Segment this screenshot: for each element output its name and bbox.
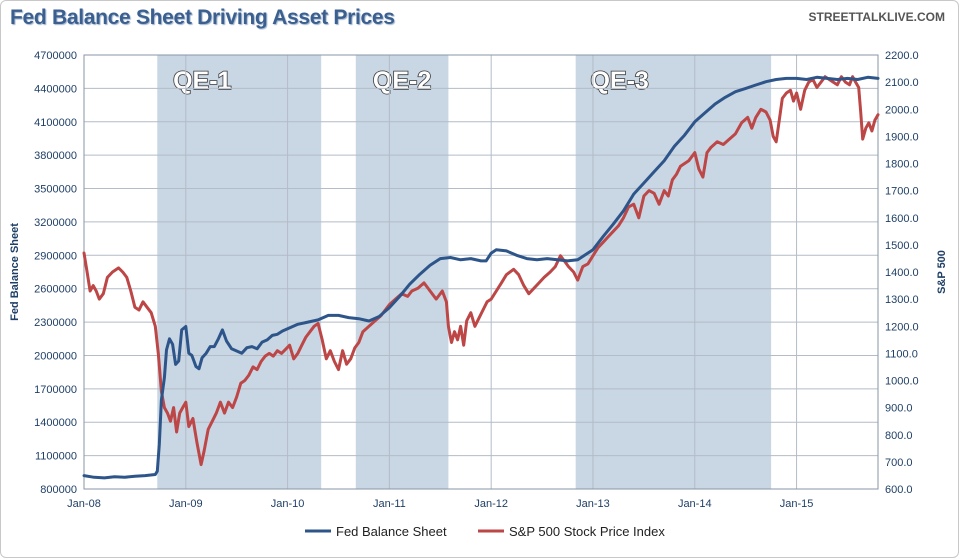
y-tick-label: 1700000 — [34, 384, 77, 396]
y2-tick-label: 800.0 — [885, 430, 913, 442]
y-tick-label: 4400000 — [34, 83, 77, 95]
y-tick-label: 800000 — [40, 484, 77, 496]
qe-band — [355, 55, 449, 489]
y2-tick-label: 1400.0 — [885, 267, 919, 279]
y2-tick-label: 600.0 — [885, 484, 913, 496]
qe-band — [157, 55, 322, 489]
x-tick-label: Jan-10 — [271, 498, 305, 510]
y-tick-label: 4100000 — [34, 117, 77, 129]
source-watermark: STREETTALKLIVE.COM — [808, 10, 945, 24]
y-tick-label: 1400000 — [34, 417, 77, 429]
qe-band-label: QE-2 — [373, 67, 431, 95]
qe-band-label: QE-1 — [173, 67, 231, 95]
legend-label: Fed Balance Sheet — [336, 524, 447, 539]
series-line — [82, 75, 880, 467]
y2-tick-label: 1800.0 — [885, 159, 919, 171]
y2-tick-label: 1100.0 — [885, 348, 918, 360]
y2-tick-label: 900.0 — [885, 403, 913, 415]
x-tick-label: Jan-15 — [780, 498, 814, 510]
y2-tick-label: 1300.0 — [885, 294, 919, 306]
series-line — [82, 75, 880, 480]
y2-tick-label: 1900.0 — [885, 131, 919, 143]
y2-tick-label: 2000.0 — [885, 104, 919, 116]
y2-tick-label: 1700.0 — [885, 186, 919, 198]
legend-label: S&P 500 Stock Price Index — [509, 524, 665, 539]
x-tick-label: Jan-11 — [373, 498, 406, 510]
y-tick-label: 3200000 — [34, 217, 77, 229]
qe-band-label: QE-3 — [590, 67, 648, 95]
y-axis-label: Fed Balance Sheet — [9, 223, 21, 321]
y2-tick-label: 2200.0 — [885, 50, 919, 62]
x-tick-label: Jan-09 — [169, 498, 203, 510]
x-tick-label: Jan-12 — [474, 498, 508, 510]
y-tick-label: 2900000 — [34, 250, 77, 262]
plot-border — [83, 54, 879, 490]
y2-tick-label: 2100.0 — [885, 77, 919, 89]
y-tick-label: 3500000 — [34, 184, 77, 196]
y-tick-label: 2000000 — [34, 350, 77, 362]
qe-band — [575, 55, 772, 489]
chart-title: Fed Balance Sheet Driving Asset Prices — [10, 6, 395, 29]
y2-tick-label: 1200.0 — [885, 321, 919, 333]
y-tick-label: 3800000 — [34, 150, 77, 162]
x-tick-label: Jan-08 — [67, 498, 101, 510]
y2-tick-label: 1600.0 — [885, 213, 919, 225]
y-tick-label: 2300000 — [34, 317, 77, 329]
x-tick-label: Jan-13 — [576, 498, 610, 510]
y2-tick-label: 1000.0 — [885, 376, 919, 388]
y-tick-label: 4700000 — [34, 50, 77, 62]
y2-tick-label: 700.0 — [885, 457, 913, 469]
x-tick-label: Jan-14 — [678, 498, 712, 510]
y-tick-label: 2600000 — [34, 284, 77, 296]
y2-tick-label: 1500.0 — [885, 240, 919, 252]
y2-axis-label: S&P 500 — [936, 250, 948, 294]
y-tick-label: 1100000 — [35, 451, 77, 463]
